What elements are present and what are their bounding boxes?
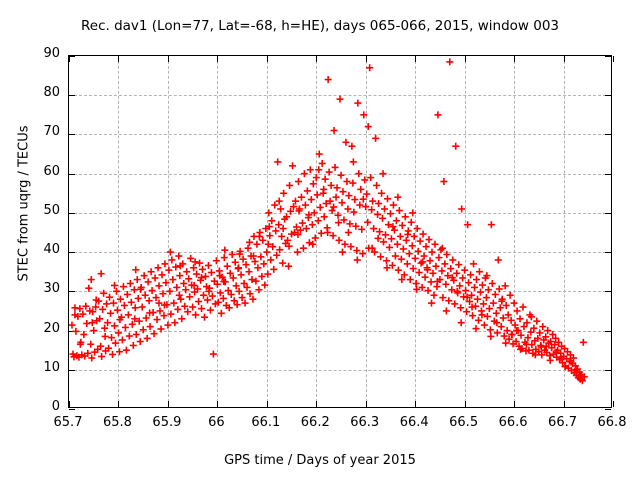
gridline-horizontal bbox=[69, 134, 611, 136]
y-tick-label: 60 bbox=[43, 163, 60, 179]
x-tick-mark bbox=[514, 401, 516, 407]
x-tick-mark bbox=[365, 401, 367, 407]
gridline-horizontal bbox=[69, 291, 611, 293]
x-tick-label: 65.7 bbox=[53, 415, 83, 430]
x-tick-mark bbox=[118, 401, 120, 407]
x-tick-mark bbox=[217, 401, 219, 407]
y-tick-mark-right bbox=[605, 134, 611, 136]
x-tick-mark-top bbox=[563, 56, 565, 62]
y-tick-mark bbox=[69, 291, 75, 293]
y-tick-label: 20 bbox=[43, 320, 60, 336]
x-tick-mark-top bbox=[167, 56, 169, 62]
y-tick-mark bbox=[69, 134, 75, 136]
y-tick-mark bbox=[69, 212, 75, 214]
x-tick-mark bbox=[415, 401, 417, 407]
gridline-vertical bbox=[365, 56, 367, 407]
y-tick-mark-right bbox=[605, 56, 611, 57]
x-tick-mark-top bbox=[217, 56, 219, 62]
y-tick-label: 70 bbox=[43, 124, 60, 140]
gridline-horizontal bbox=[69, 252, 611, 254]
gridline-horizontal bbox=[69, 95, 611, 97]
y-tick-mark bbox=[69, 369, 75, 371]
gridline-horizontal bbox=[69, 173, 611, 175]
gridline-vertical bbox=[514, 56, 516, 407]
y-tick-label: 40 bbox=[43, 242, 60, 258]
y-tick-mark bbox=[69, 252, 75, 254]
x-tick-mark-top bbox=[266, 56, 268, 62]
y-tick-mark-right bbox=[605, 173, 611, 175]
y-tick-mark-right bbox=[605, 330, 611, 332]
x-tick-mark-top bbox=[514, 56, 516, 62]
x-tick-mark-top bbox=[464, 56, 466, 62]
gridline-vertical bbox=[217, 56, 219, 407]
data-points-layer bbox=[69, 56, 611, 407]
x-tick-label: 66.2 bbox=[300, 415, 330, 430]
y-tick-mark-right bbox=[605, 212, 611, 214]
x-tick-mark-top bbox=[118, 56, 120, 62]
y-tick-mark bbox=[69, 330, 75, 332]
series-stec-from-uqrg bbox=[69, 58, 588, 385]
gridline-horizontal bbox=[69, 369, 611, 371]
y-tick-mark-right bbox=[605, 369, 611, 371]
y-tick-mark-right bbox=[605, 95, 611, 97]
gridline-vertical bbox=[563, 56, 565, 407]
x-tick-label: 65.8 bbox=[102, 415, 132, 430]
x-tick-mark bbox=[316, 401, 318, 407]
x-tick-mark-top bbox=[613, 56, 614, 62]
x-tick-label: 66.6 bbox=[498, 415, 528, 430]
x-tick-mark-top bbox=[316, 56, 318, 62]
scatter-markers bbox=[69, 58, 588, 385]
x-tick-mark-top bbox=[365, 56, 367, 62]
plot-area bbox=[68, 55, 614, 410]
y-tick-label: 80 bbox=[43, 85, 60, 101]
x-tick-mark bbox=[69, 401, 70, 407]
gridline-horizontal bbox=[69, 330, 611, 332]
x-tick-mark-top bbox=[69, 56, 70, 62]
x-tick-label: 65.9 bbox=[152, 415, 182, 430]
x-tick-label: 66.7 bbox=[548, 415, 577, 430]
y-tick-mark bbox=[69, 56, 75, 57]
gridline-vertical bbox=[266, 56, 268, 407]
gridline-vertical bbox=[464, 56, 466, 407]
y-tick-label: 90 bbox=[43, 46, 60, 61]
x-axis-label: GPS time / Days of year 2015 bbox=[224, 453, 416, 468]
x-tick-label: 66.1 bbox=[251, 415, 281, 430]
y-tick-label: 0 bbox=[51, 399, 60, 414]
x-tick-mark bbox=[613, 401, 614, 407]
y-tick-mark-right bbox=[605, 409, 611, 410]
x-tick-label: 66.5 bbox=[449, 415, 479, 430]
y-tick-mark bbox=[69, 409, 75, 410]
y-tick-mark-right bbox=[605, 252, 611, 254]
gridline-vertical bbox=[316, 56, 318, 407]
gridline-horizontal bbox=[69, 212, 611, 214]
page-title: Rec. dav1 (Lon=77, Lat=-68, h=HE), days … bbox=[80, 18, 560, 34]
y-tick-label: 10 bbox=[43, 359, 60, 375]
y-tick-label: 30 bbox=[43, 281, 60, 297]
y-tick-mark bbox=[69, 173, 75, 175]
gridline-vertical bbox=[167, 56, 169, 407]
y-tick-label: 50 bbox=[43, 202, 60, 218]
x-tick-mark bbox=[464, 401, 466, 407]
gridline-vertical bbox=[415, 56, 417, 407]
gridline-vertical bbox=[118, 56, 120, 407]
x-tick-mark bbox=[266, 401, 268, 407]
x-tick-label: 66.4 bbox=[399, 415, 429, 430]
x-tick-label: 66 bbox=[208, 415, 225, 430]
x-tick-mark bbox=[167, 401, 169, 407]
x-tick-label: 66.8 bbox=[597, 415, 627, 430]
x-tick-mark bbox=[563, 401, 565, 407]
x-tick-mark-top bbox=[415, 56, 417, 62]
y-tick-mark-right bbox=[605, 291, 611, 293]
x-tick-label: 66.3 bbox=[350, 415, 380, 430]
y-tick-mark bbox=[69, 95, 75, 97]
